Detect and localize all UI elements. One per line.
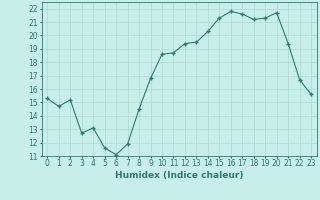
X-axis label: Humidex (Indice chaleur): Humidex (Indice chaleur): [115, 171, 244, 180]
